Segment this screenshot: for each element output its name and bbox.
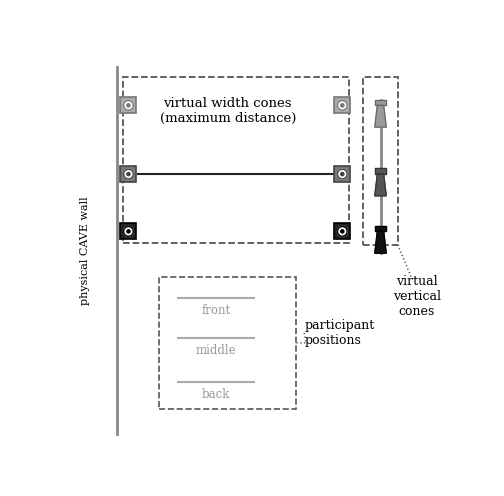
Polygon shape — [375, 100, 386, 105]
Text: virtual width cones
(maximum distance): virtual width cones (maximum distance) — [160, 97, 296, 125]
Text: participant
positions: participant positions — [304, 318, 374, 347]
Bar — [363, 77, 398, 245]
Text: physical CAVE wall: physical CAVE wall — [80, 196, 90, 305]
Circle shape — [341, 230, 344, 233]
Bar — [122, 77, 349, 243]
Polygon shape — [375, 105, 386, 127]
Bar — [159, 277, 296, 409]
Text: front: front — [202, 304, 231, 317]
Circle shape — [338, 227, 347, 236]
Polygon shape — [375, 231, 386, 253]
Polygon shape — [375, 168, 386, 174]
Circle shape — [127, 104, 130, 107]
Circle shape — [123, 169, 133, 179]
Bar — [120, 223, 137, 240]
Circle shape — [338, 101, 347, 110]
Circle shape — [123, 227, 133, 236]
Bar — [334, 166, 350, 182]
Text: back: back — [202, 388, 230, 401]
Bar — [120, 166, 137, 182]
Bar — [334, 97, 350, 114]
Bar — [120, 97, 137, 114]
Bar — [334, 223, 350, 240]
Text: virtual
vertical
cones: virtual vertical cones — [393, 275, 441, 318]
Circle shape — [127, 230, 130, 233]
Circle shape — [341, 104, 344, 107]
Circle shape — [123, 101, 133, 110]
Circle shape — [127, 173, 130, 176]
Polygon shape — [375, 174, 386, 196]
Circle shape — [341, 173, 344, 176]
Polygon shape — [375, 226, 386, 231]
Text: middle: middle — [196, 344, 236, 357]
Circle shape — [338, 169, 347, 179]
